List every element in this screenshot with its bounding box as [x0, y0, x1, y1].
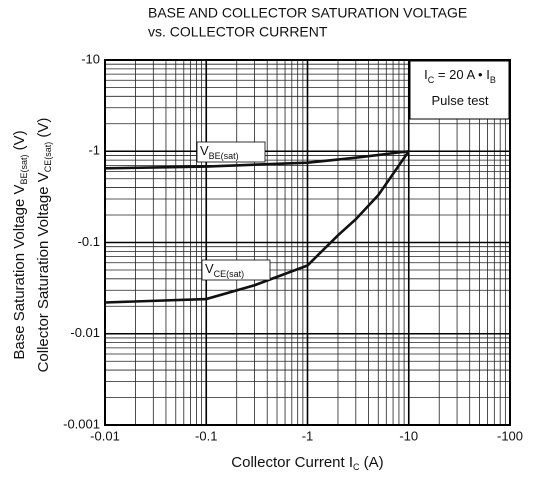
y-axis-label-part: (V) [35, 118, 52, 142]
annotation-box [409, 60, 510, 120]
series-label-bg [196, 141, 266, 163]
y-axis-label-part: Base Saturation Voltage V [11, 185, 28, 360]
annotation-part: B [490, 75, 496, 85]
x-axis-label-part: Collector Current I [231, 454, 353, 471]
series-label-bg [201, 259, 271, 281]
series-line [104, 149, 409, 170]
x-tick-label: -100 [497, 428, 523, 443]
y-axis-label-part: CE(sat) [43, 142, 53, 173]
series-label-part: V [205, 261, 214, 276]
annotation-part: I [424, 67, 428, 82]
series-label-part: V [200, 143, 209, 158]
y-tick-label: -0.01 [70, 325, 100, 340]
x-tick-label: -10 [399, 428, 418, 443]
x-axis-label-part: (A) [360, 454, 384, 471]
chart-title: BASE AND COLLECTOR SATURATION VOLTAGE [148, 5, 467, 21]
annotation-part: = 20 A • I [434, 67, 490, 82]
series-line [104, 150, 410, 304]
series-label: VBE(sat) [200, 143, 239, 161]
x-tick-label: -0.01 [90, 428, 120, 443]
chart-title: vs. COLLECTOR CURRENT [148, 24, 328, 40]
x-axis-label-part: C [353, 462, 360, 472]
annotation-part: C [428, 75, 435, 85]
y-tick-label: -10 [81, 51, 100, 66]
annotation: Pulse test [431, 93, 488, 108]
y-axis-label: Base Saturation Voltage VBE(sat) (V) [11, 130, 29, 359]
plot-frame [104, 59, 511, 426]
x-tick-label: -0.1 [195, 428, 217, 443]
y-axis-label-part: BE(sat) [19, 155, 29, 185]
series-label-part: BE(sat) [209, 151, 239, 161]
annotation: IC = 20 A • IB [424, 67, 496, 85]
x-tick-label: -1 [302, 428, 314, 443]
y-tick-label: -0.001 [63, 416, 100, 431]
series-label-part: CE(sat) [214, 269, 245, 279]
y-axis-label: Collector Saturation Voltage VCE(sat) (V… [35, 118, 53, 373]
y-tick-label: -0.1 [78, 234, 100, 249]
y-axis-label-part: Collector Saturation Voltage V [35, 172, 52, 372]
x-axis-label: Collector Current IC (A) [231, 454, 383, 472]
series-label: VCE(sat) [205, 261, 244, 279]
y-axis-label-part: (V) [11, 130, 28, 154]
y-tick-label: -1 [88, 143, 100, 158]
annotation-part: Pulse test [431, 93, 488, 108]
